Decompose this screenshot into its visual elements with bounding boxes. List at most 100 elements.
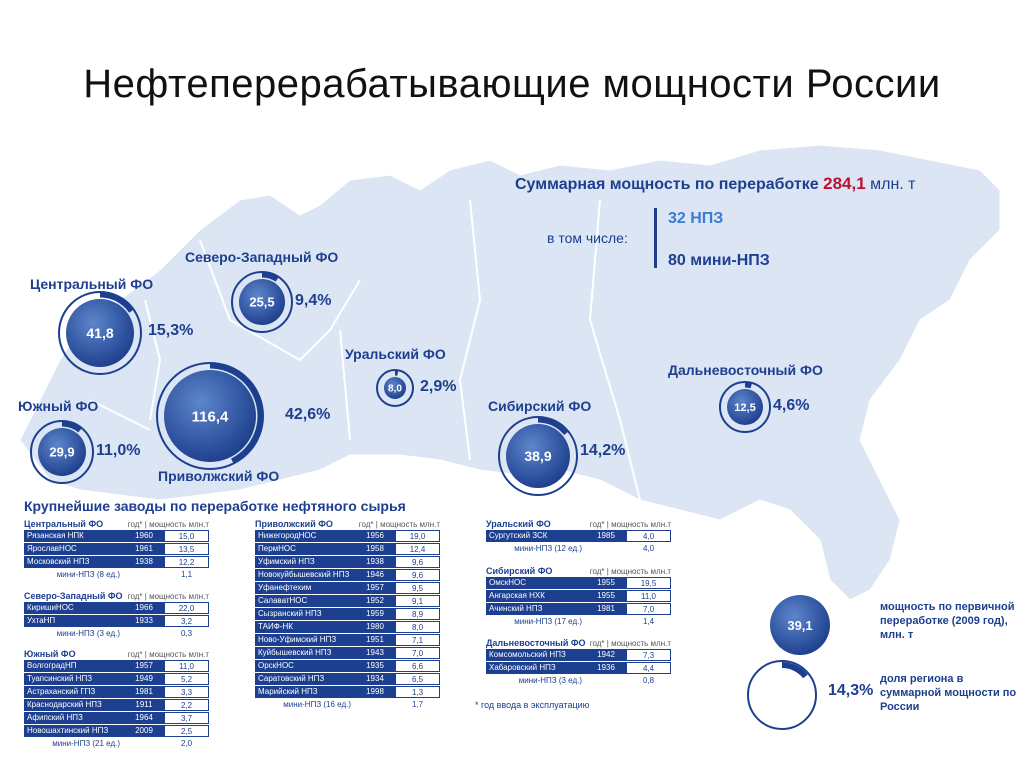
plant-capacity: 19,0 [395, 530, 440, 542]
region-bubble: 41,8 [58, 291, 142, 375]
table-row: Ново-Уфимский НПЗ 1951 7,1 [255, 634, 440, 646]
plant-name: КиришиНОС [24, 602, 124, 614]
mini-npz-name: мини-НПЗ (16 ед.) [283, 700, 351, 709]
table-column-header: год* | мощность млн.т [127, 649, 209, 659]
region-capacity-disc [66, 299, 134, 367]
table-row-mini: мини-НПЗ (21 ед.) 2,0 [24, 738, 209, 750]
region-bubble: 29,9 [30, 420, 94, 484]
plant-name: Ачинский НПЗ [486, 603, 586, 615]
mini-npz-year [586, 543, 626, 555]
plant-name: ТАИФ-НК [255, 621, 355, 633]
plant-name: ОмскНОС [486, 577, 586, 589]
table-row: Краснодарский НПЗ 1911 2,2 [24, 699, 209, 711]
plant-year: 1938 [124, 556, 164, 568]
mini-npz-count: 80 мини-НПЗ [668, 252, 770, 269]
region-capacity: 12,5 [734, 402, 755, 414]
table-row-mini: мини-НПЗ (8 ед.) 1,1 [24, 569, 209, 581]
plant-name: СалаватНОС [255, 595, 355, 607]
plant-capacity: 6,5 [395, 673, 440, 685]
table-row-mini: мини-НПЗ (12 ед.) 4,0 [486, 543, 671, 555]
table-row: Хабаровский НПЗ 1936 4,4 [486, 662, 671, 674]
plant-capacity: 9,1 [395, 595, 440, 607]
region-outer-ring [376, 369, 414, 407]
plant-year: 1980 [355, 621, 395, 633]
region-outer-ring [58, 291, 142, 375]
table-region-name: Уральский ФО [486, 519, 551, 529]
plant-capacity: 11,0 [626, 590, 671, 602]
table-row: ВолгоградНП 1957 11,0 [24, 660, 209, 672]
including-label: в том числе: [547, 230, 628, 246]
legend-bubble: 39,1 [770, 595, 830, 655]
table-row-mini: мини-НПЗ (3 ед.) 0,3 [24, 628, 209, 640]
region-name: Дальневосточный ФО [668, 362, 823, 378]
plant-name: Афипский НПЗ [24, 712, 124, 724]
mini-npz-capacity: 0,3 [164, 628, 209, 640]
plant-name: Московский НПЗ [24, 556, 124, 568]
region-capacity-disc [727, 389, 763, 425]
mini-npz-year [355, 699, 395, 711]
table-row-mini: мини-НПЗ (16 ед.) 1,7 [255, 699, 440, 711]
mini-npz-name: мини-НПЗ (3 ед.) [518, 676, 582, 685]
region-bubble: 25,5 [231, 271, 293, 333]
plant-capacity: 9,6 [395, 556, 440, 568]
region-share: 14,2% [580, 442, 626, 459]
region-table: Северо-Западный ФО год* | мощность млн.т К… [24, 590, 209, 641]
region-share-arc [157, 363, 263, 469]
table-row: Куйбышевский НПЗ 1943 7,0 [255, 647, 440, 659]
plant-year: 1935 [355, 660, 395, 672]
table-column-header: год* | мощность млн.т [589, 566, 671, 576]
plant-capacity: 13,5 [164, 543, 209, 555]
plant-year: 1958 [355, 543, 395, 555]
plant-capacity: 2,2 [164, 699, 209, 711]
mini-npz-year [124, 569, 164, 581]
plant-capacity: 9,5 [395, 582, 440, 594]
region-share-arc [720, 382, 770, 432]
table-header: Приволжский ФО год* | мощность млн.т [255, 518, 440, 530]
plant-name: ВолгоградНП [24, 660, 124, 672]
plant-capacity: 8,0 [395, 621, 440, 633]
summary-unit: млн. т [870, 176, 916, 193]
table-row: Сызранский НПЗ 1959 8,9 [255, 608, 440, 620]
table-header: Сибирский ФО год* | мощность млн.т [486, 565, 671, 577]
plant-capacity: 1,3 [395, 686, 440, 698]
region-table: Приволжский ФО год* | мощность млн.т Нижег… [255, 518, 440, 712]
table-row: Ангарская НХК 1955 11,0 [486, 590, 671, 602]
russia-landmass [19, 144, 1001, 601]
table-region-name: Сибирский ФО [486, 566, 553, 576]
plant-year: 1952 [355, 595, 395, 607]
region-name: Южный ФО [18, 398, 99, 414]
region-share-arc [31, 421, 93, 483]
table-header: Южный ФО год* | мощность млн.т [24, 648, 209, 660]
plant-name: Хабаровский НПЗ [486, 662, 586, 674]
table-row: Новокуйбышевский НПЗ 1946 9,6 [255, 569, 440, 581]
legend-share-ring [747, 660, 817, 730]
region-table: Уральский ФО год* | мощность млн.т Сургутс… [486, 518, 671, 556]
table-row: НижегородНОС 1956 19,0 [255, 530, 440, 542]
legend-share-desc: доля региона в суммарной мощности по Рос… [880, 673, 1017, 713]
region-outer-ring [498, 416, 578, 496]
plant-name: Комсомольский НПЗ [486, 649, 586, 661]
table-region-name: Южный ФО [24, 649, 76, 659]
plant-year: 1949 [124, 673, 164, 685]
plant-name: Ново-Уфимский НПЗ [255, 634, 355, 646]
summary-value: 284,1 [823, 174, 866, 193]
table-row: Астраханский ГПЗ 1981 3,3 [24, 686, 209, 698]
table-column-header: год* | мощность млн.т [589, 638, 671, 648]
table-row: СалаватНОС 1952 9,1 [255, 595, 440, 607]
table-row: Афипский НПЗ 1964 3,7 [24, 712, 209, 724]
plant-capacity: 3,7 [164, 712, 209, 724]
table-column-header: год* | мощность млн.т [358, 519, 440, 529]
plant-capacity: 7,3 [626, 649, 671, 661]
table-row: Марийский НПЗ 1998 1,3 [255, 686, 440, 698]
region-share-arc [59, 292, 141, 374]
plant-capacity: 4,0 [626, 530, 671, 542]
region-share: 15,3% [148, 322, 194, 339]
plant-year: 1957 [355, 582, 395, 594]
plant-capacity: 12,2 [164, 556, 209, 568]
plant-year: 1938 [355, 556, 395, 568]
plant-name: Марийский НПЗ [255, 686, 355, 698]
region-outer-ring [30, 420, 94, 484]
plant-capacity: 3,3 [164, 686, 209, 698]
plant-capacity: 19,5 [626, 577, 671, 589]
table-header: Дальневосточный ФО год* | мощность млн.т [486, 637, 671, 649]
